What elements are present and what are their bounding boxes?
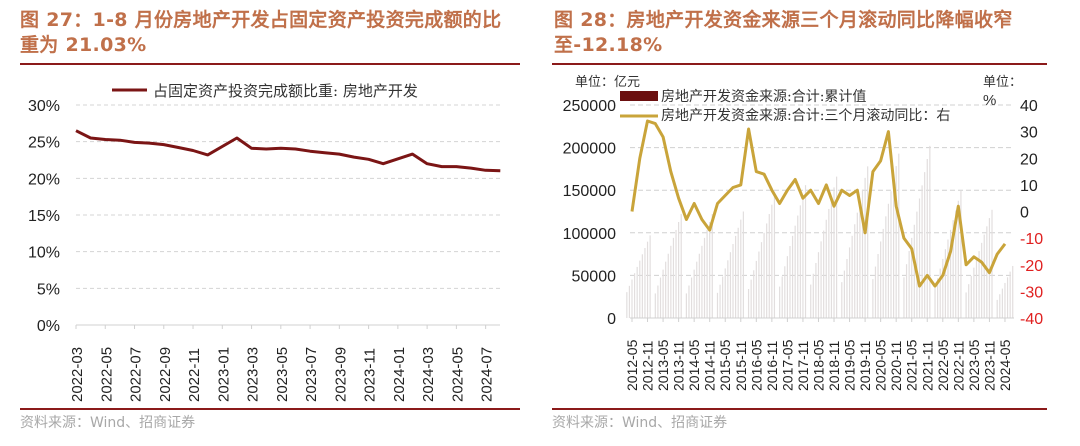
- left-title-line2: 重为 21.03%: [20, 34, 147, 56]
- right-unit-label: 单位：: [983, 75, 1022, 90]
- x-tick-label: 2015-05: [717, 339, 733, 391]
- left-line-chart: 0% 5% 10% 15% 20% 25% 30% 2022-03 2022-05 2022-07…: [28, 82, 501, 402]
- y-tick-label: 30%: [28, 98, 60, 115]
- right-figure-title: 图 28：房地产开发资金来源三个月滚动同比降幅收窄 至-12.18%: [554, 8, 1013, 58]
- y-right-tick-label: 40: [1020, 98, 1038, 115]
- right-source-note: 资料来源：Wind、招商证券: [552, 415, 728, 431]
- legend-label: 占固定资产投资完成额比重: 房地产开发: [153, 82, 418, 100]
- x-tick-label: 2024-07: [479, 347, 496, 402]
- left-title-line1: 图 27：1-8 月份房地产开发占固定资产投资完成额的比: [20, 9, 502, 31]
- x-tick-label: 2022-11: [950, 340, 966, 391]
- left-unit-label: 单位：亿元: [575, 75, 640, 90]
- x-tick-label: 2023-11: [362, 348, 379, 402]
- x-tick-label: 2023-05: [274, 347, 291, 402]
- y-left-tick-label: 0: [607, 311, 616, 328]
- y-right-tick-label: 0: [1020, 205, 1029, 222]
- y-tick-label: 5%: [37, 281, 60, 298]
- x-tick-label: 2016-11: [764, 340, 780, 391]
- y-right-tick-label: -30: [1020, 284, 1043, 301]
- left-source-note: 资料来源：Wind、招商证券: [20, 415, 196, 431]
- right-title-rule: [552, 63, 1047, 65]
- x-tick-label: 2012-05: [624, 339, 640, 391]
- x-tick-label: 2022-05: [935, 339, 951, 391]
- y-tick-label: 15%: [28, 208, 60, 225]
- x-tick-label: 2023-11: [981, 340, 997, 391]
- series-line: [630, 119, 1007, 288]
- x-tick-label: 2018-05: [810, 339, 826, 391]
- series-line: [75, 129, 501, 173]
- legend-swatch-bar: [620, 91, 658, 101]
- x-tick-label: 2015-11: [733, 340, 749, 391]
- x-tick-label: 2023-05: [966, 339, 982, 391]
- x-tick-label: 2017-05: [779, 339, 795, 391]
- right-title-line1: 图 28：房地产开发资金来源三个月滚动同比降幅收窄: [554, 9, 1013, 31]
- right-figure: 图 28：房地产开发资金来源三个月滚动同比降幅收窄 至-12.18% 资料来源：…: [540, 0, 1080, 446]
- x-tick-label: 2023-01: [215, 347, 232, 402]
- y-right-tick-label: 10: [1020, 178, 1038, 195]
- y-left-tick-label: 50000: [572, 268, 617, 285]
- x-tick-label: 2024-01: [391, 347, 408, 402]
- y-left-tick-label: 250000: [563, 98, 616, 115]
- x-tick-label: 2021-11: [919, 340, 935, 391]
- x-tick-label: 2022-05: [98, 347, 115, 402]
- legend-label-line: 房地产开发资金来源:合计:三个月滚动同比：右: [661, 107, 950, 124]
- right-title-line2: 至-12.18%: [554, 34, 663, 56]
- x-tick-label: 2022-11: [186, 348, 203, 402]
- x-tick-label: 2014-11: [702, 340, 718, 391]
- y-left-tick-label: 100000: [563, 226, 616, 243]
- y-right-tick-label: -40: [1020, 311, 1043, 328]
- x-tick-label: 2021-05: [904, 339, 920, 391]
- x-tick-label: 2019-05: [842, 339, 858, 391]
- x-tick-label: 2012-11: [640, 340, 656, 391]
- y-right-tick-label: 20: [1020, 151, 1038, 168]
- x-tick-label: 2013-05: [655, 339, 671, 391]
- x-tick-label: 2020-11: [888, 340, 904, 391]
- y-left-tick-label: 200000: [563, 141, 616, 158]
- y-right-tick-label: -20: [1020, 258, 1043, 275]
- x-tick-label: 2024-05: [449, 347, 466, 402]
- y-tick-label: 20%: [28, 171, 60, 188]
- x-tick-label: 2023-03: [245, 347, 262, 402]
- right-unit-percent: %: [983, 92, 996, 109]
- y-tick-label: 25%: [28, 135, 60, 152]
- y-tick-label: 0%: [37, 318, 60, 335]
- y-right-tick-label: 30: [1020, 125, 1038, 142]
- x-tick-label: 2019-11: [857, 340, 873, 391]
- y-tick-label: 10%: [28, 245, 60, 262]
- right-bar-line-chart: 0 50000 100000 150000 200000 250000 -40 -30 -20 -…: [563, 75, 1044, 391]
- y-left-tick-label: 150000: [563, 183, 616, 200]
- x-tick-label: 2022-09: [157, 347, 174, 402]
- left-figure-title: 图 27：1-8 月份房地产开发占固定资产投资完成额的比 重为 21.03%: [20, 8, 501, 58]
- legend-label-bar: 房地产开发资金来源:合计:累计值: [661, 89, 866, 105]
- x-tick-label: 2023-07: [303, 347, 320, 402]
- left-title-rule: [20, 63, 520, 65]
- x-tick-label: 2020-05: [873, 339, 889, 391]
- left-source-rule: [20, 408, 520, 410]
- x-tick-label: 2014-05: [686, 339, 702, 391]
- right-source-rule: [552, 408, 1047, 410]
- x-tick-label: 2013-11: [671, 340, 687, 391]
- x-tick-label: 2022-03: [69, 347, 86, 402]
- x-tick-label: 2017-11: [795, 340, 811, 391]
- x-tick-label: 2024-05: [997, 339, 1013, 391]
- x-tick-label: 2016-05: [748, 339, 764, 391]
- left-figure: 图 27：1-8 月份房地产开发占固定资产投资完成额的比 重为 21.03% 0…: [20, 8, 520, 431]
- x-tick-label: 2024-03: [420, 347, 437, 402]
- x-tick-label: 2023-09: [332, 347, 349, 402]
- x-tick-label: 2022-07: [128, 347, 145, 402]
- y-right-tick-label: -10: [1020, 231, 1043, 248]
- x-tick-label: 2018-11: [826, 340, 842, 391]
